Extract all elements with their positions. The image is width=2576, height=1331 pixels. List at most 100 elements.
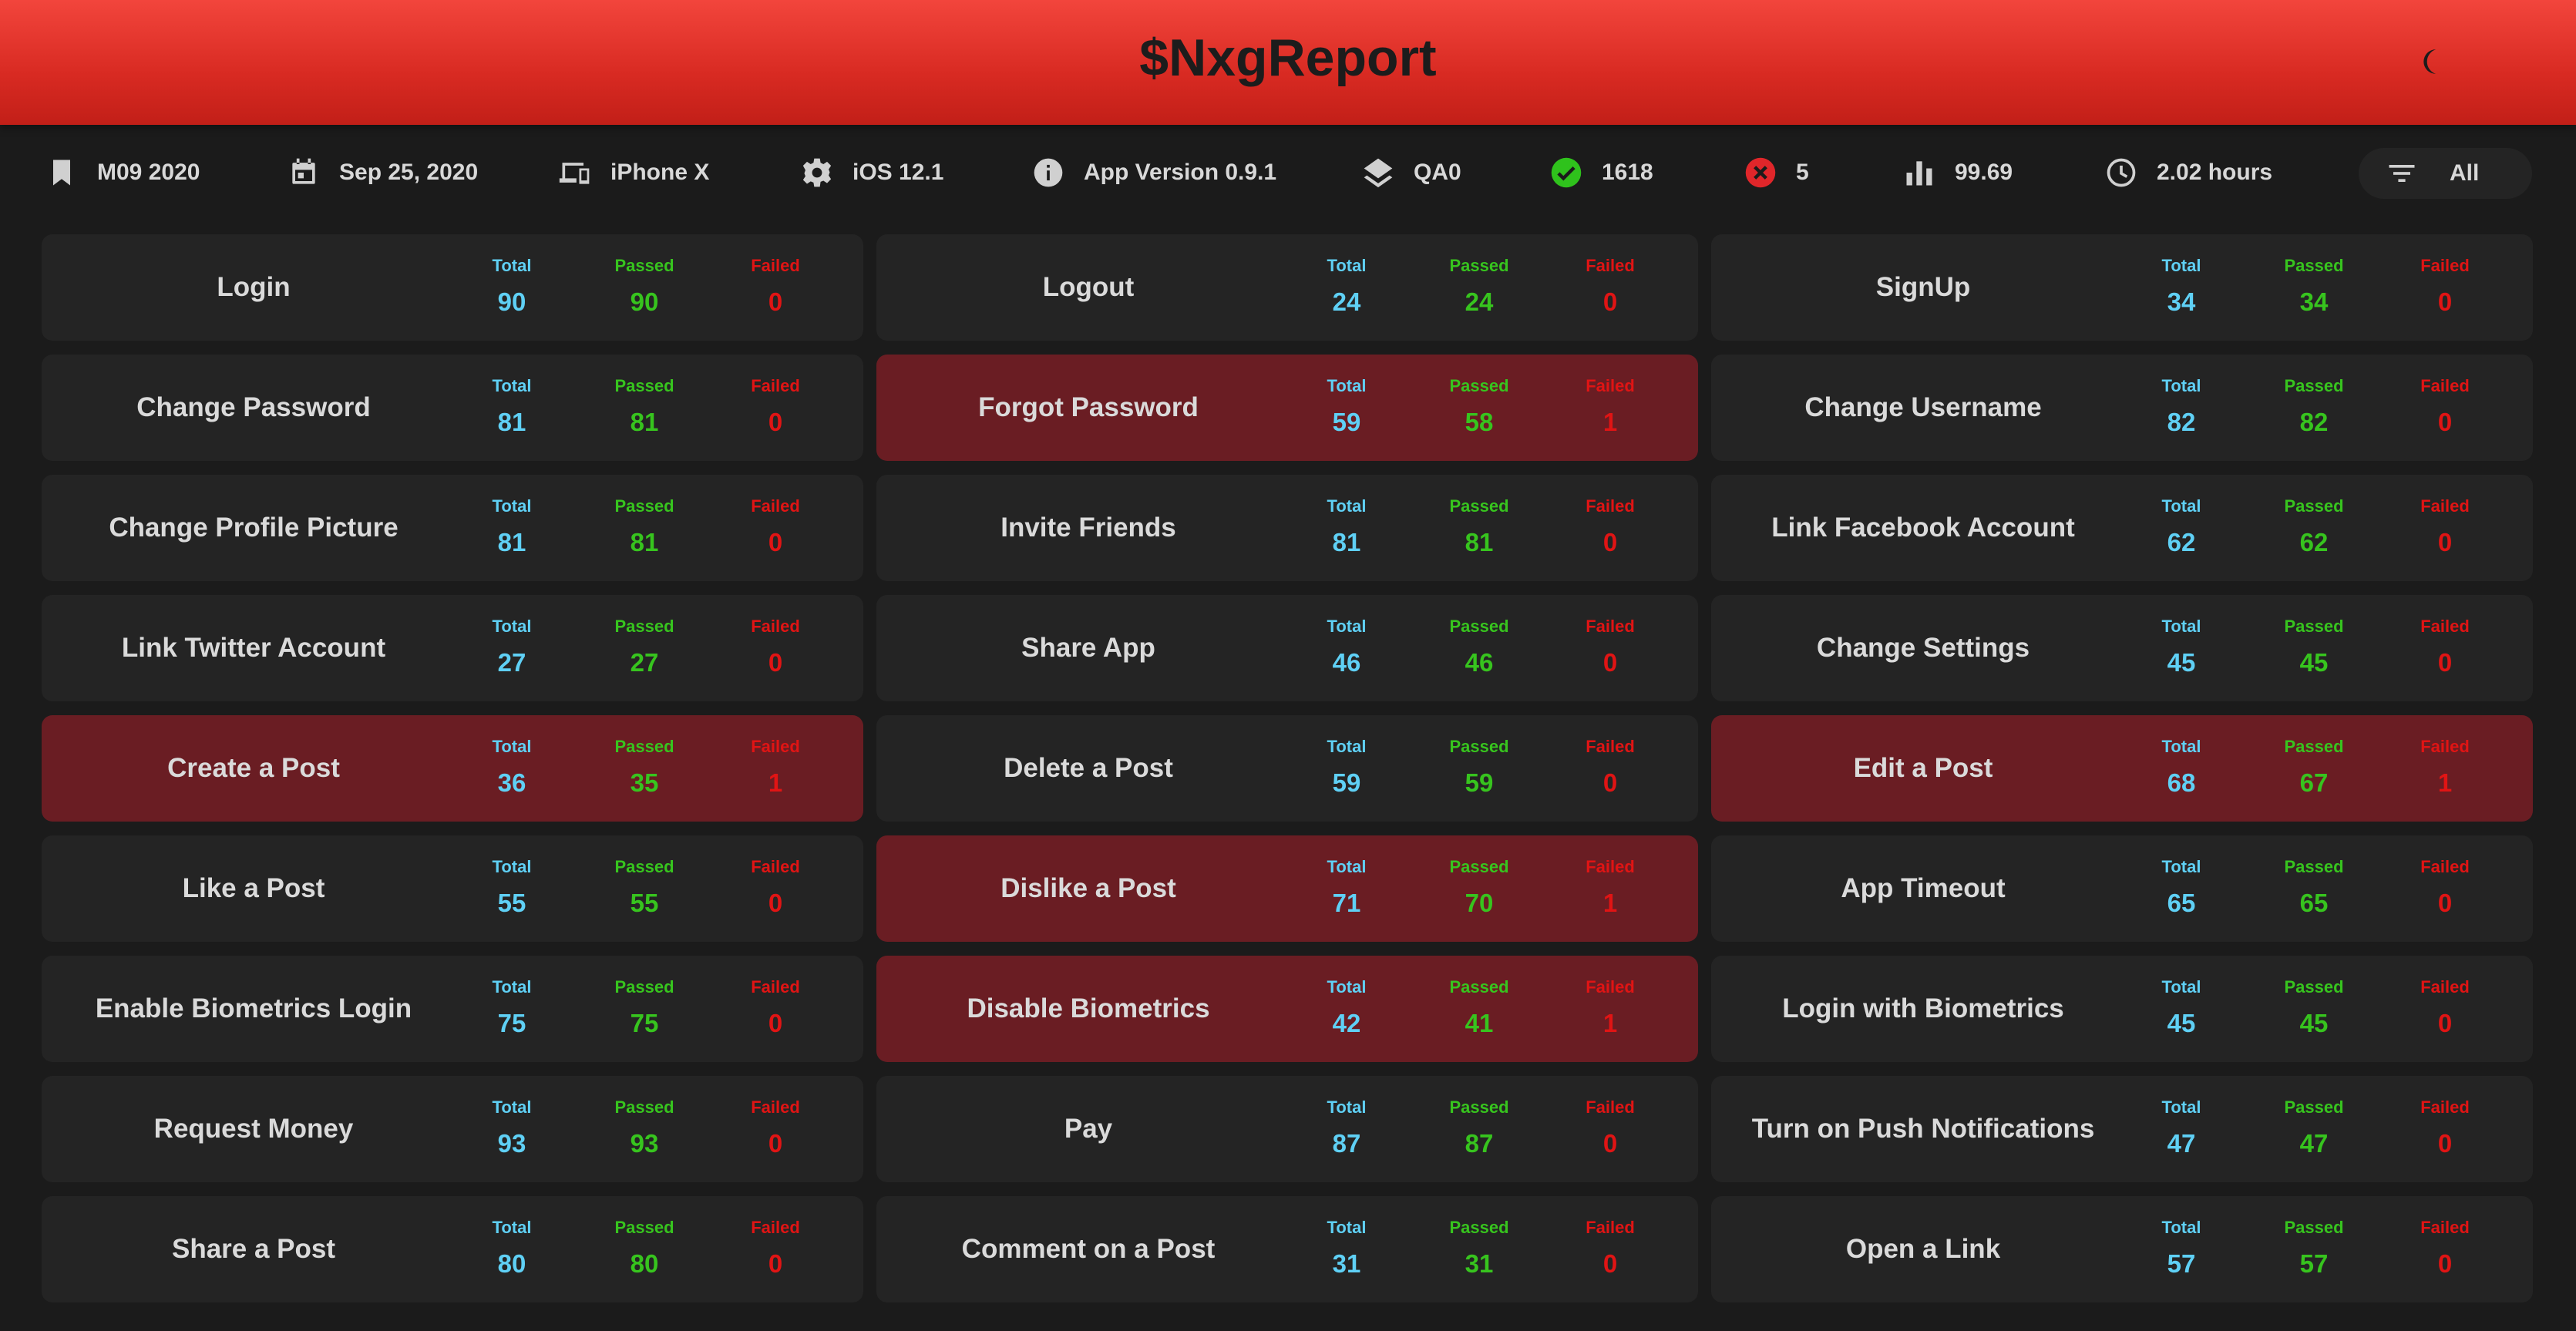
- feature-card[interactable]: Change Settings Total 45 Passed 45 Failed 0: [1711, 595, 2533, 701]
- info-device: iPhone X: [558, 148, 709, 197]
- passed-stat: Passed 93: [598, 1096, 691, 1159]
- total-value: 55: [497, 889, 526, 917]
- feature-card[interactable]: Change Username Total 82 Passed 82 Failed 0: [1711, 355, 2533, 461]
- total-label: Total: [2161, 496, 2201, 516]
- passed-label: Passed: [614, 857, 674, 876]
- total-label: Total: [492, 1097, 532, 1117]
- passed-value: 34: [2299, 287, 2329, 316]
- passed-stat: Passed 59: [1433, 735, 1525, 798]
- feature-card[interactable]: Change Password Total 81 Passed 81 Failed 0: [42, 355, 863, 461]
- passed-stat: Passed 87: [1433, 1096, 1525, 1159]
- passed-stat: Passed 90: [598, 254, 691, 318]
- feature-name: Login: [217, 272, 291, 302]
- failed-label: Failed: [1586, 977, 1635, 997]
- feature-card[interactable]: Like a Post Total 55 Passed 55 Failed 0: [42, 835, 863, 942]
- total-stat: Total 87: [1300, 1096, 1393, 1159]
- passed-value: 90: [630, 287, 659, 316]
- passed-stat: Passed 67: [2268, 735, 2360, 798]
- filter-button[interactable]: All: [2359, 148, 2532, 199]
- passed-value: 59: [1465, 768, 1494, 797]
- devices-icon: [559, 163, 590, 184]
- total-label: Total: [2161, 256, 2201, 275]
- total-stat: Total 71: [1300, 855, 1393, 919]
- passed-label: Passed: [614, 256, 674, 275]
- feature-card[interactable]: Delete a Post Total 59 Passed 59 Failed 0: [876, 715, 1698, 822]
- theme-toggle-button[interactable]: [2411, 40, 2454, 83]
- feature-card[interactable]: Enable Biometrics Login Total 75 Passed 75 Fa…: [42, 956, 863, 1062]
- failed-stat: Failed 0: [1564, 254, 1656, 318]
- passed-label: Passed: [614, 496, 674, 516]
- total-stat: Total 45: [2135, 976, 2228, 1039]
- feature-card[interactable]: Disable Biometrics Total 42 Passed 41 Failed 1: [876, 956, 1698, 1062]
- info-app-version-value: App Version 0.9.1: [1084, 160, 1277, 185]
- feature-card[interactable]: Share a Post Total 80 Passed 80 Failed 0: [42, 1196, 863, 1302]
- failed-value: 1: [2437, 768, 2453, 797]
- feature-card[interactable]: Create a Post Total 36 Passed 35 Failed 1: [42, 715, 863, 822]
- feature-card[interactable]: Comment on a Post Total 31 Passed 31 Failed 0: [876, 1196, 1698, 1302]
- feature-grid: Login Total 90 Passed 90 Failed 0 Logout Total 24…: [42, 234, 2533, 1302]
- feature-card[interactable]: Edit a Post Total 68 Passed 67 Failed 1: [1711, 715, 2533, 822]
- failed-stat: Failed 0: [1564, 495, 1656, 558]
- info-pass-rate-value: 99.69: [1955, 160, 2013, 185]
- passed-stat: Passed 80: [598, 1216, 691, 1279]
- feature-card[interactable]: Invite Friends Total 81 Passed 81 Failed 0: [876, 475, 1698, 581]
- feature-card[interactable]: Link Twitter Account Total 27 Passed 27 Faile…: [42, 595, 863, 701]
- failed-label: Failed: [2420, 1097, 2470, 1117]
- failed-stat: Failed 0: [729, 254, 822, 318]
- feature-card[interactable]: Request Money Total 93 Passed 93 Failed 0: [42, 1076, 863, 1182]
- passed-label: Passed: [2284, 857, 2344, 876]
- total-label: Total: [492, 376, 532, 395]
- passed-stat: Passed 75: [598, 976, 691, 1039]
- failed-value: 0: [2437, 648, 2453, 677]
- feature-name: Turn on Push Notifications: [1751, 1114, 2095, 1144]
- total-value: 68: [2167, 768, 2196, 797]
- failed-label: Failed: [751, 737, 800, 756]
- feature-card[interactable]: Login Total 90 Passed 90 Failed 0: [42, 234, 863, 341]
- failed-value: 1: [768, 768, 783, 797]
- total-stat: Total 90: [466, 254, 558, 318]
- failed-value: 0: [1602, 648, 1618, 677]
- total-value: 65: [2167, 889, 2196, 917]
- failed-label: Failed: [2420, 496, 2470, 516]
- feature-card[interactable]: Turn on Push Notifications Total 47 Passed 4…: [1711, 1076, 2533, 1182]
- failed-label: Failed: [751, 256, 800, 275]
- passed-stat: Passed 47: [2268, 1096, 2360, 1159]
- feature-card[interactable]: Share App Total 46 Passed 46 Failed 0: [876, 595, 1698, 701]
- passed-stat: Passed 82: [2268, 375, 2360, 438]
- feature-card[interactable]: Link Facebook Account Total 62 Passed 62 Fail…: [1711, 475, 2533, 581]
- feature-name: SignUp: [1875, 272, 1971, 302]
- feature-card[interactable]: Open a Link Total 57 Passed 57 Failed 0: [1711, 1196, 2533, 1302]
- feature-card[interactable]: SignUp Total 34 Passed 34 Failed 0: [1711, 234, 2533, 341]
- total-stat: Total 46: [1300, 615, 1393, 678]
- feature-card[interactable]: Logout Total 24 Passed 24 Failed 0: [876, 234, 1698, 341]
- passed-value: 93: [630, 1129, 659, 1158]
- feature-card[interactable]: Change Profile Picture Total 81 Passed 81 Fai…: [42, 475, 863, 581]
- total-label: Total: [1327, 737, 1367, 756]
- failed-value: 0: [768, 408, 783, 436]
- feature-card[interactable]: Pay Total 87 Passed 87 Failed 0: [876, 1076, 1698, 1182]
- passed-stat: Passed 45: [2268, 976, 2360, 1039]
- feature-card[interactable]: App Timeout Total 65 Passed 65 Failed 0: [1711, 835, 2533, 942]
- info-failed-count-value: 5: [1796, 160, 1809, 185]
- passed-stat: Passed 62: [2268, 495, 2360, 558]
- total-value: 31: [1332, 1249, 1361, 1278]
- failed-stat: Failed 1: [729, 735, 822, 798]
- total-value: 93: [497, 1129, 526, 1158]
- feature-card[interactable]: Forgot Password Total 59 Passed 58 Failed 1: [876, 355, 1698, 461]
- filter-label: All: [2450, 160, 2480, 186]
- failed-label: Failed: [2420, 737, 2470, 756]
- failed-value: 0: [768, 528, 783, 556]
- feature-card[interactable]: Login with Biometrics Total 45 Passed 45 Fail…: [1711, 956, 2533, 1062]
- feature-name: Edit a Post: [1853, 753, 1993, 783]
- passed-stat: Passed 24: [1433, 254, 1525, 318]
- failed-stat: Failed 0: [1564, 1096, 1656, 1159]
- failed-value: 0: [2437, 1249, 2453, 1278]
- failed-stat: Failed 1: [1564, 855, 1656, 919]
- clock-icon: [2107, 158, 2136, 187]
- feature-name: Share App: [1021, 633, 1155, 663]
- passed-label: Passed: [2284, 1097, 2344, 1117]
- passed-value: 35: [630, 768, 659, 797]
- feature-card[interactable]: Dislike a Post Total 71 Passed 70 Failed 1: [876, 835, 1698, 942]
- total-label: Total: [492, 977, 532, 997]
- passed-stat: Passed 81: [598, 375, 691, 438]
